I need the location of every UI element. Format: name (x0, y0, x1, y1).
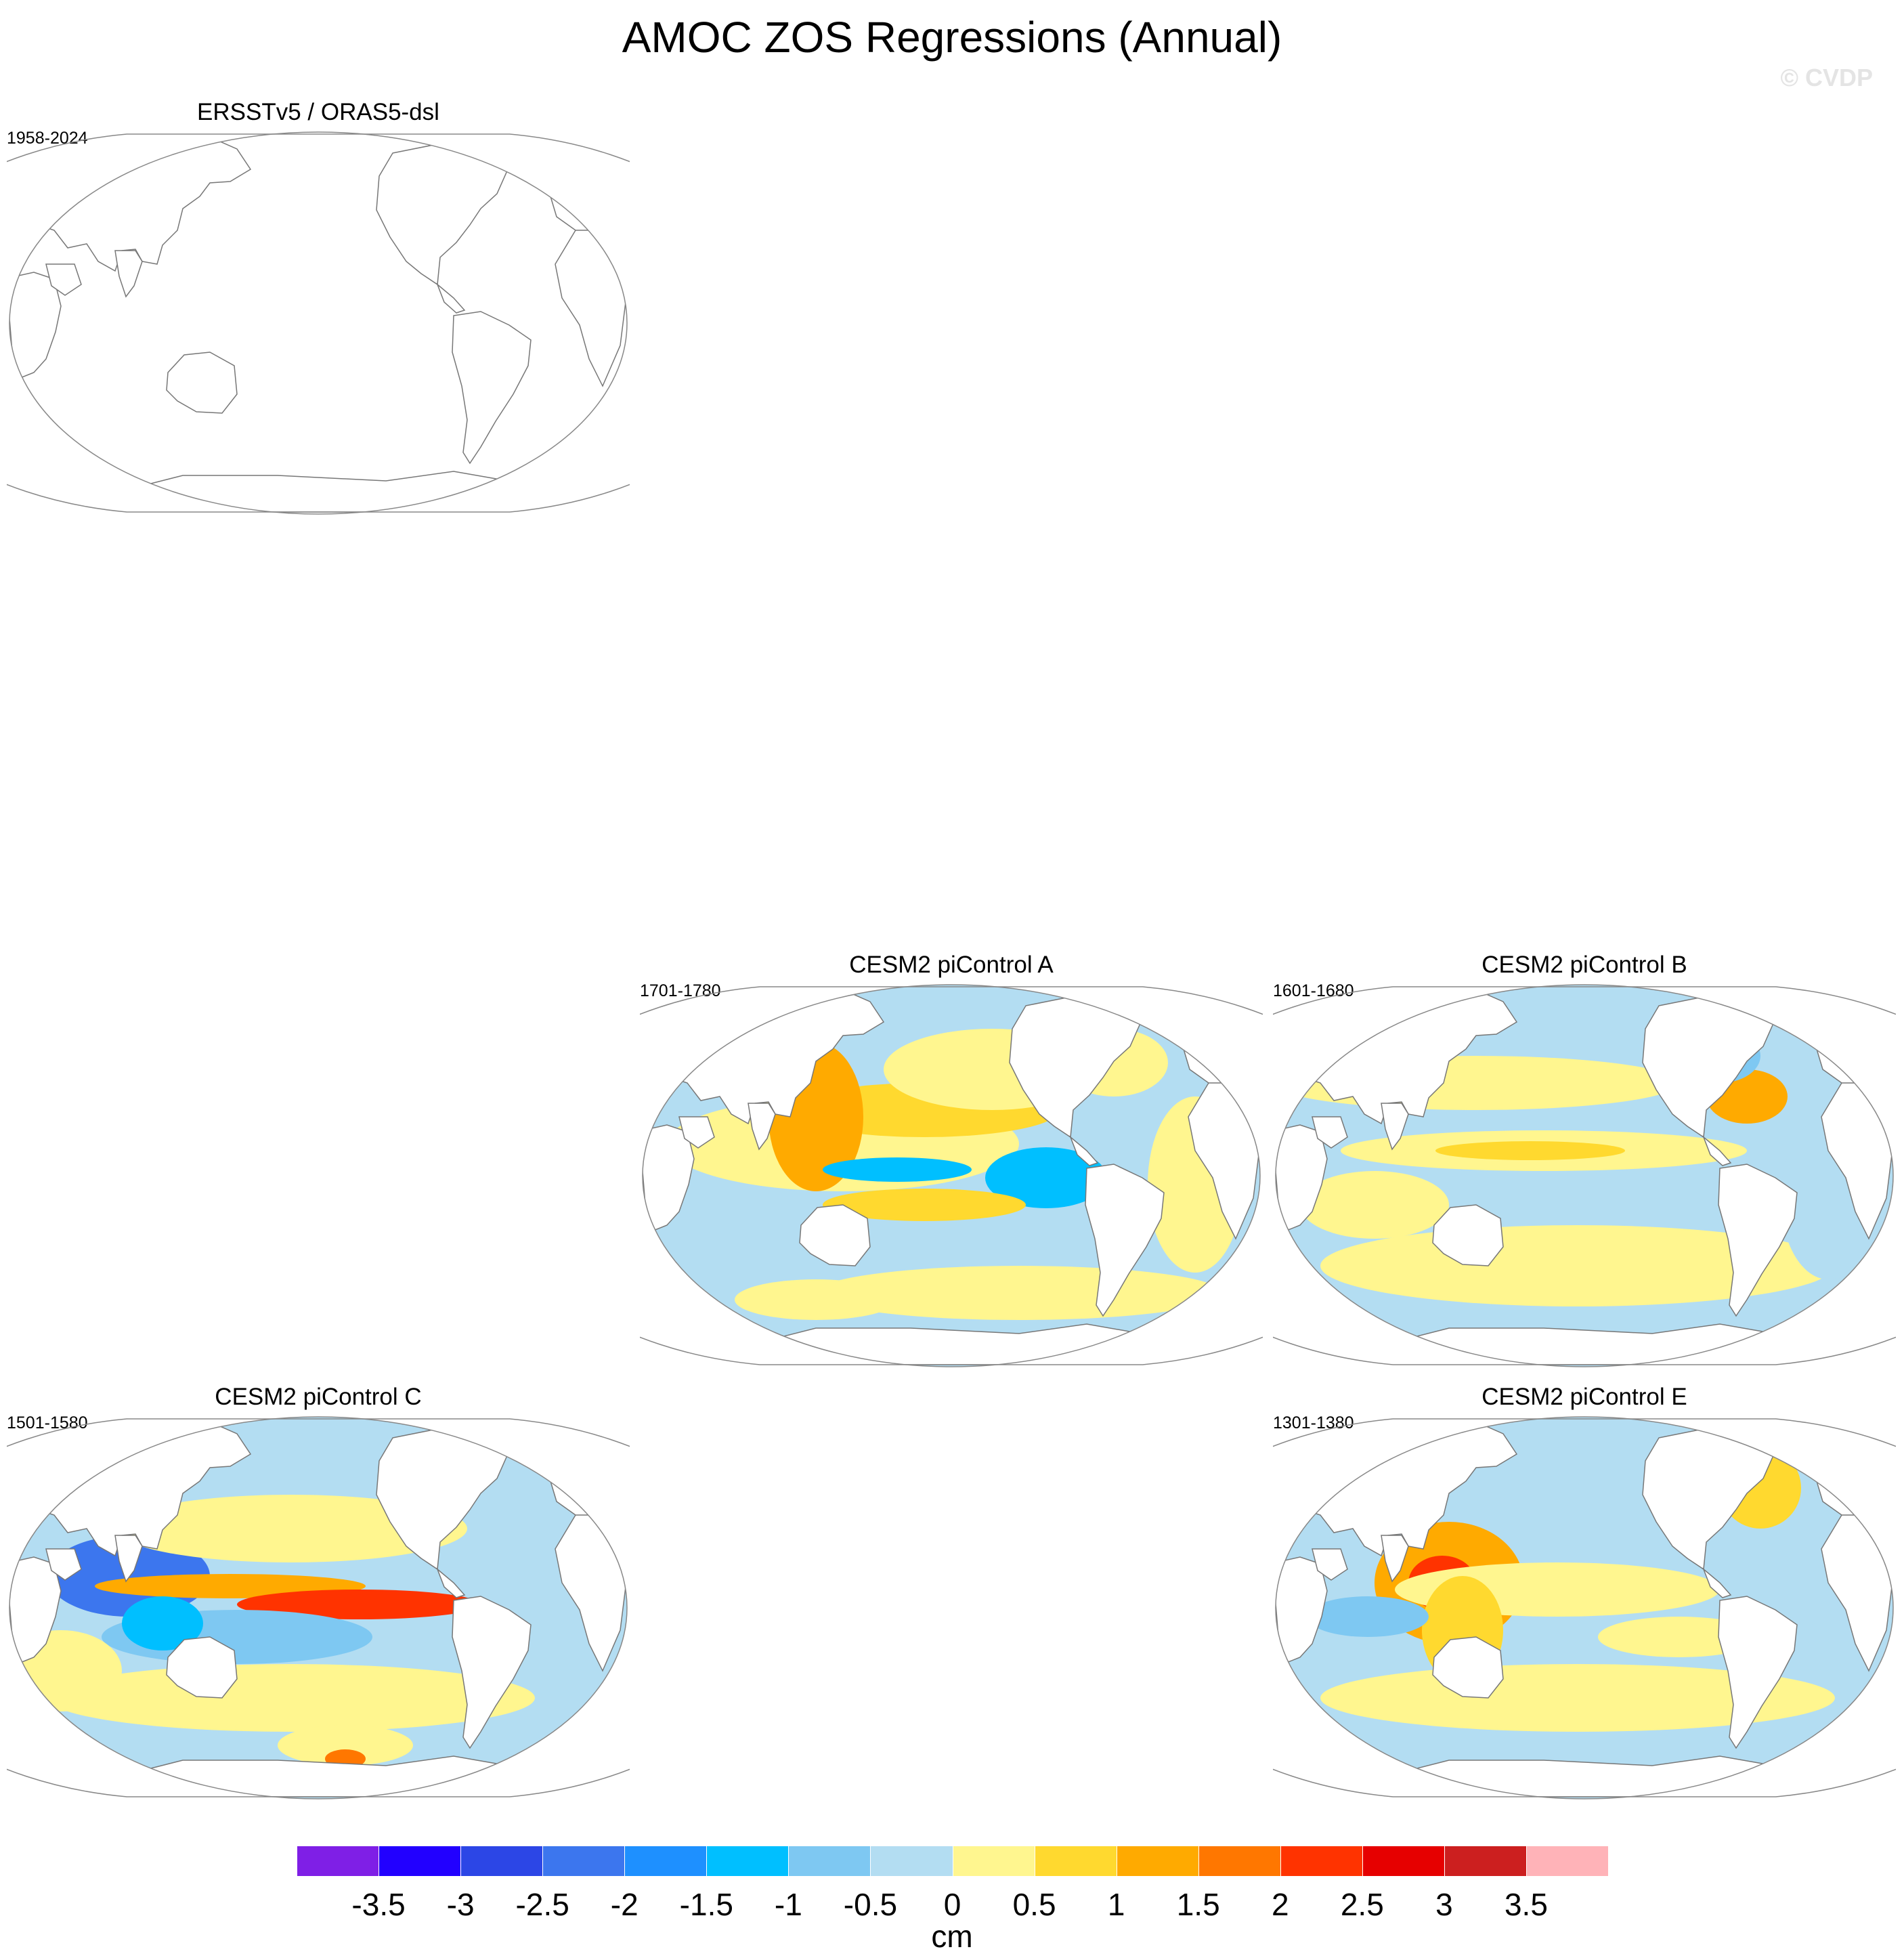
continent-outline (1702, 1135, 1732, 1166)
cvdp-watermark: © CVDP (1780, 64, 1873, 91)
continent-outline (436, 282, 466, 314)
panel-period: 1701-1780 (640, 981, 721, 1000)
colorbar-tick-label: -0.5 (843, 1887, 898, 1922)
colorbar-box (378, 1846, 462, 1877)
continent-outline (555, 223, 627, 387)
world-map (7, 131, 630, 515)
continent-outline (166, 351, 238, 414)
panel-period: 1601-1680 (1273, 981, 1354, 1000)
continent-outline (1432, 1636, 1504, 1699)
continent-outline (452, 1596, 532, 1749)
colorbar-box (1198, 1846, 1281, 1877)
colorbar-tick-label: 1.5 (1176, 1887, 1220, 1922)
panel-period: 1501-1580 (7, 1413, 88, 1432)
map-panel-b: CESM2 piControl B 1601-1680 (1273, 952, 1896, 1371)
world-map (7, 1416, 630, 1799)
continent-outline (45, 1548, 82, 1581)
continent-outline (1718, 1596, 1798, 1749)
map-field (9, 133, 627, 513)
continent-outline (799, 1204, 871, 1266)
continent-outline (452, 311, 532, 465)
continent-outline (1702, 1567, 1732, 1598)
colorbar-tick-label: -1 (774, 1887, 802, 1922)
map-panel-a: CESM2 piControl A 1701-1780 (640, 952, 1263, 1371)
colorbar-tick-label: -2.5 (515, 1887, 569, 1922)
map-border (7, 1418, 630, 1797)
continent-outline (45, 263, 82, 296)
panel-title: CESM2 piControl A (849, 952, 1054, 978)
colorbar-tick-label: 2 (1271, 1887, 1289, 1922)
map-border (1273, 1418, 1896, 1797)
continent-outline (114, 1535, 143, 1583)
colorbar-box (1116, 1846, 1199, 1877)
panel-period: 1958-2024 (7, 129, 88, 148)
continent-outline (548, 182, 618, 231)
map-border (640, 986, 1263, 1365)
panel-title: CESM2 piControl E (1481, 1384, 1687, 1410)
world-map (1273, 1416, 1896, 1799)
continent-outline (1069, 1135, 1099, 1166)
colorbar-box (1526, 1846, 1609, 1877)
continent-outline (166, 1636, 238, 1699)
continent-outline (114, 250, 143, 298)
map-field (1276, 1417, 1893, 1799)
colorbar-box (1034, 1846, 1117, 1877)
colorbar-tick-label: -3.5 (351, 1887, 406, 1922)
continent-outline (1381, 1535, 1409, 1583)
map-panel-e: CESM2 piControl E 1301-1380 (1273, 1384, 1896, 1804)
colorbar-box (952, 1846, 1035, 1877)
panel-title: CESM2 piControl B (1481, 952, 1687, 978)
continent-outline (376, 144, 509, 286)
colorbar-box (788, 1846, 871, 1877)
colorbar (297, 1846, 1609, 1878)
colorbar-tick-label: -2 (610, 1887, 639, 1922)
continent-outline (1381, 1103, 1409, 1151)
colorbar-box (870, 1846, 953, 1877)
colorbar-box (1362, 1846, 1445, 1877)
colorbar-box (1280, 1846, 1363, 1877)
map-border (1273, 986, 1896, 1365)
colorbar-tick-label: 3 (1435, 1887, 1453, 1922)
continent-outline (1432, 1204, 1504, 1266)
colorbar-tick-label: 3.5 (1504, 1887, 1548, 1922)
map-field (1276, 985, 1893, 1367)
world-map (640, 984, 1263, 1367)
map-border (7, 133, 630, 513)
panel-title: ERSSTv5 / ORAS5-dsl (197, 99, 439, 125)
map-field (643, 985, 1260, 1367)
continent-outline (1718, 1164, 1798, 1317)
colorbar-box (297, 1846, 380, 1877)
map-field (9, 1417, 627, 1799)
colorbar-tick-label: 0 (943, 1887, 961, 1922)
world-map (1273, 984, 1896, 1367)
continent-outline (436, 1567, 466, 1598)
continent-outline (678, 1116, 715, 1149)
colorbar-tick-label: -3 (446, 1887, 475, 1922)
colorbar-box (1444, 1846, 1527, 1877)
colorbar-box (460, 1846, 544, 1877)
continent-outline (748, 1103, 776, 1151)
colorbar-tick-label: 1 (1107, 1887, 1125, 1922)
continent-outline (9, 272, 62, 379)
map-panel-c: CESM2 piControl C 1501-1580 (7, 1384, 630, 1804)
figure-title: AMOC ZOS Regressions (Annual) (622, 13, 1282, 62)
map-panel-obs: ERSSTv5 / ORAS5-dsl 1958-2024 (7, 99, 630, 519)
continent-outline (1312, 1116, 1348, 1149)
continent-outline (1085, 1164, 1165, 1317)
continent-outline (1312, 1548, 1348, 1581)
panel-period: 1301-1380 (1273, 1413, 1354, 1432)
colorbar-box (542, 1846, 626, 1877)
colorbar-tick-label: -1.5 (679, 1887, 733, 1922)
colorbar-tick-label: 0.5 (1012, 1887, 1056, 1922)
colorbar-box (706, 1846, 789, 1877)
colorbar-units: cm (931, 1919, 973, 1954)
colorbar-tick-label: 2.5 (1340, 1887, 1384, 1922)
colorbar-box (624, 1846, 708, 1877)
panel-title: CESM2 piControl C (215, 1384, 422, 1410)
